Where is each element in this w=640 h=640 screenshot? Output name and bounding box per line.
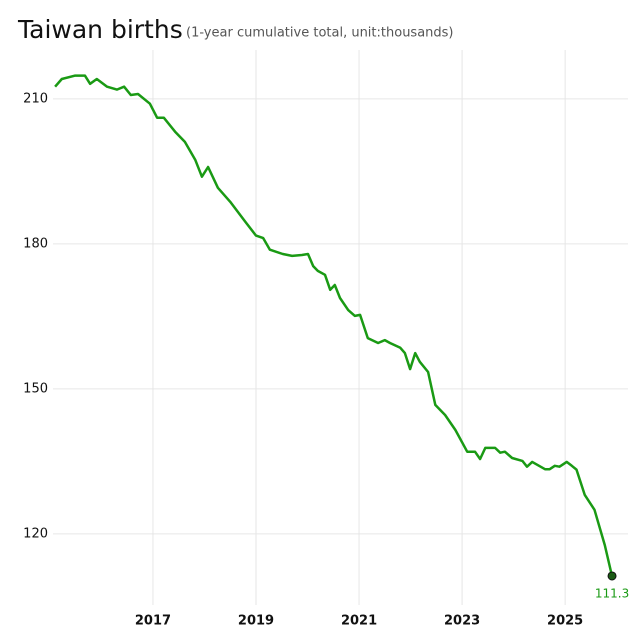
y-tick-label: 210 xyxy=(23,91,48,106)
x-tick-label: 2017 xyxy=(135,614,171,629)
chart-title: Taiwan births xyxy=(17,15,183,44)
y-tick-label: 150 xyxy=(23,381,48,396)
y-tick-label: 180 xyxy=(23,236,48,251)
line xyxy=(54,74,614,577)
end-point xyxy=(607,571,617,581)
x-tick-label: 2019 xyxy=(238,614,274,629)
x-tick-label: 2023 xyxy=(444,614,480,629)
x-tick-label: 2025 xyxy=(547,614,583,629)
end-label: 111.3 xyxy=(595,586,629,600)
x-tick-label: 2021 xyxy=(341,614,377,629)
y-tick-label: 120 xyxy=(23,526,48,541)
chart-subtitle: (1-year cumulative total, unit:thousands… xyxy=(186,26,454,41)
